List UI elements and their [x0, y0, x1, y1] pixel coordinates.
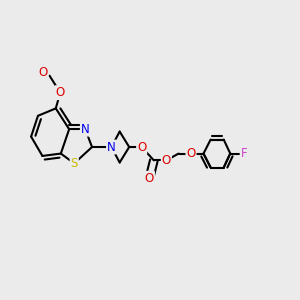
Text: N: N — [81, 123, 90, 136]
Text: S: S — [70, 157, 78, 170]
Text: O: O — [162, 154, 171, 167]
Text: O: O — [56, 86, 65, 99]
Text: F: F — [241, 147, 247, 160]
Text: N: N — [107, 140, 116, 154]
Text: O: O — [186, 147, 196, 160]
Text: O: O — [145, 172, 154, 185]
Text: O: O — [38, 66, 48, 79]
Text: O: O — [137, 140, 146, 154]
